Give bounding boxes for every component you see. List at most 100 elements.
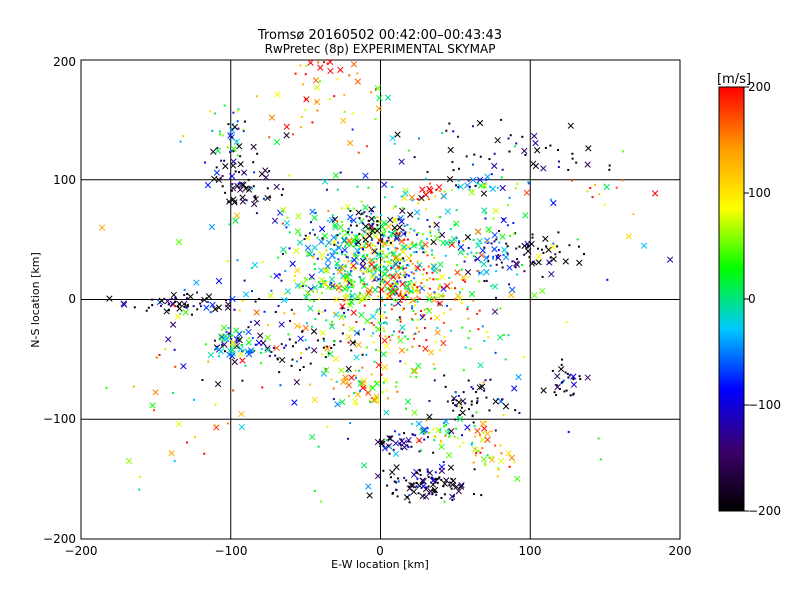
data-point-dot bbox=[370, 298, 373, 301]
data-point-cross bbox=[450, 477, 457, 484]
data-point-dot bbox=[479, 155, 482, 158]
data-point-cross bbox=[168, 450, 175, 457]
data-point-cross bbox=[364, 292, 371, 299]
data-point-dot bbox=[464, 346, 467, 349]
data-point-dot bbox=[231, 334, 234, 337]
data-point-dot bbox=[395, 287, 398, 290]
data-point-dot bbox=[362, 254, 365, 257]
data-point-dot bbox=[182, 135, 185, 138]
data-point-cross bbox=[294, 228, 302, 235]
data-point-cross bbox=[381, 364, 388, 371]
data-point-dot bbox=[274, 310, 277, 313]
data-point-dot bbox=[468, 330, 471, 333]
data-point-dot bbox=[428, 492, 431, 495]
data-point-cross bbox=[174, 313, 182, 320]
data-point-dot bbox=[186, 304, 189, 307]
data-point-dot bbox=[515, 142, 518, 145]
data-point-dot bbox=[426, 278, 429, 281]
data-point-dot bbox=[314, 211, 317, 214]
data-point-dot bbox=[467, 408, 470, 411]
data-point-dot bbox=[354, 242, 357, 245]
data-point-dot bbox=[485, 178, 488, 181]
data-point-dot bbox=[379, 322, 382, 325]
data-point-dot bbox=[347, 341, 350, 344]
data-point-dot bbox=[381, 278, 384, 281]
data-point-cross bbox=[348, 325, 355, 333]
data-point-cross bbox=[387, 435, 394, 442]
data-point-dot bbox=[496, 475, 499, 478]
data-point-dot bbox=[313, 489, 316, 492]
data-point-cross bbox=[309, 208, 316, 215]
data-point-dot bbox=[234, 170, 237, 173]
data-point-dot bbox=[450, 487, 453, 490]
data-point-dot bbox=[283, 312, 286, 315]
data-point-dot bbox=[220, 159, 223, 162]
data-point-dot bbox=[406, 338, 409, 341]
data-point-cross bbox=[319, 252, 326, 259]
data-point-dot bbox=[437, 269, 440, 272]
data-point-dot bbox=[302, 366, 305, 369]
data-point-cross bbox=[398, 347, 406, 354]
data-point-dot bbox=[370, 321, 373, 324]
data-point-dot bbox=[467, 246, 470, 249]
data-point-dot bbox=[412, 337, 415, 340]
data-point-dot bbox=[195, 291, 198, 294]
data-point-dot bbox=[444, 385, 447, 388]
data-point-dot bbox=[315, 100, 318, 103]
data-point-dot bbox=[475, 401, 478, 404]
data-point-dot bbox=[495, 238, 498, 241]
data-point-dot bbox=[363, 282, 366, 285]
data-point-dot bbox=[347, 282, 350, 285]
data-point-dot bbox=[422, 251, 425, 254]
data-point-dot bbox=[454, 404, 457, 407]
data-point-dot bbox=[394, 205, 397, 208]
data-point-dot bbox=[392, 207, 395, 210]
data-point-dot bbox=[417, 202, 420, 205]
data-point-cross bbox=[344, 203, 351, 211]
data-point-dot bbox=[354, 377, 357, 380]
data-point-dot bbox=[427, 485, 430, 488]
data-point-dot bbox=[260, 362, 263, 365]
data-point-dot bbox=[360, 299, 363, 302]
data-point-dot bbox=[343, 110, 346, 113]
data-point-cross bbox=[271, 217, 279, 224]
data-point-cross bbox=[311, 214, 318, 221]
data-point-dot bbox=[133, 306, 136, 309]
data-point-cross bbox=[523, 189, 530, 196]
data-point-dot bbox=[461, 287, 464, 290]
data-point-cross bbox=[570, 381, 578, 388]
data-point-dot bbox=[478, 272, 481, 275]
data-point-dot bbox=[489, 264, 492, 267]
data-point-dot bbox=[337, 283, 340, 286]
data-point-cross bbox=[480, 456, 488, 463]
data-point-cross bbox=[531, 132, 538, 140]
data-point-cross bbox=[447, 464, 455, 471]
data-point-dot bbox=[359, 279, 362, 282]
data-point-cross bbox=[220, 324, 228, 331]
data-point-cross bbox=[428, 349, 435, 356]
data-point-dot bbox=[151, 304, 154, 307]
data-point-dot bbox=[316, 77, 319, 80]
data-point-dot bbox=[407, 284, 410, 287]
data-point-dot bbox=[492, 217, 495, 220]
data-point-cross bbox=[341, 237, 348, 244]
data-point-cross bbox=[375, 326, 382, 333]
data-point-dot bbox=[316, 257, 319, 260]
data-point-dot bbox=[400, 447, 403, 450]
data-point-dot bbox=[398, 232, 401, 235]
data-point-dot bbox=[513, 145, 516, 148]
data-point-dot bbox=[501, 168, 504, 171]
data-point-dot bbox=[299, 325, 302, 328]
data-point-dot bbox=[403, 271, 406, 274]
data-point-dot bbox=[390, 267, 393, 270]
data-point-dot bbox=[472, 387, 475, 390]
data-point-dot bbox=[506, 245, 509, 248]
data-point-dot bbox=[402, 229, 405, 232]
data-point-dot bbox=[340, 253, 343, 256]
data-point-dot bbox=[450, 287, 453, 290]
data-point-dot bbox=[213, 424, 216, 427]
data-point-cross bbox=[328, 276, 336, 283]
data-point-dot bbox=[341, 250, 344, 253]
data-point-cross bbox=[540, 387, 547, 394]
